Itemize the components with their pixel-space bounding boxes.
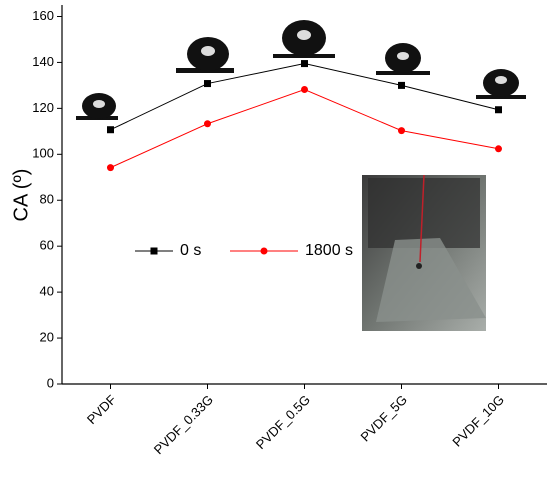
marker [398, 127, 405, 135]
x-tick-label: PVDF_0.33G [151, 392, 216, 457]
marker [107, 164, 114, 172]
marker [107, 126, 114, 134]
legend-label: 0 s [180, 242, 201, 259]
marker [204, 120, 211, 128]
legend-marker [150, 247, 158, 255]
x-tick-label: PVDF_5G [358, 392, 411, 445]
y-tick-label: 100 [32, 146, 54, 161]
droplets [76, 20, 526, 120]
legend-marker [260, 247, 268, 255]
y-tick-label: 40 [40, 284, 54, 299]
x-tick-label: PVDF_10G [449, 392, 507, 450]
marker [398, 81, 405, 89]
marker [301, 60, 308, 68]
marker [204, 80, 211, 88]
marker [301, 86, 308, 94]
y-tick-label: 0 [47, 375, 54, 390]
series-line [110, 88, 499, 169]
y-tick-label: 60 [40, 238, 54, 253]
y-tick-label: 160 [32, 8, 54, 23]
x-tick-label: PVDF_0.5G [253, 392, 313, 452]
x-tick-label: PVDF [84, 392, 119, 427]
marker [495, 106, 502, 114]
y-axis-label: CA (º) [10, 169, 32, 222]
y-tick-label: 140 [32, 54, 54, 69]
y-tick-label: 20 [40, 329, 54, 344]
series-line [110, 63, 499, 131]
legend-label: 1800 s [305, 242, 353, 259]
y-tick-label: 120 [32, 100, 54, 115]
inset-photo [362, 174, 486, 331]
y-tick-label: 80 [40, 192, 54, 207]
marker [495, 145, 502, 153]
